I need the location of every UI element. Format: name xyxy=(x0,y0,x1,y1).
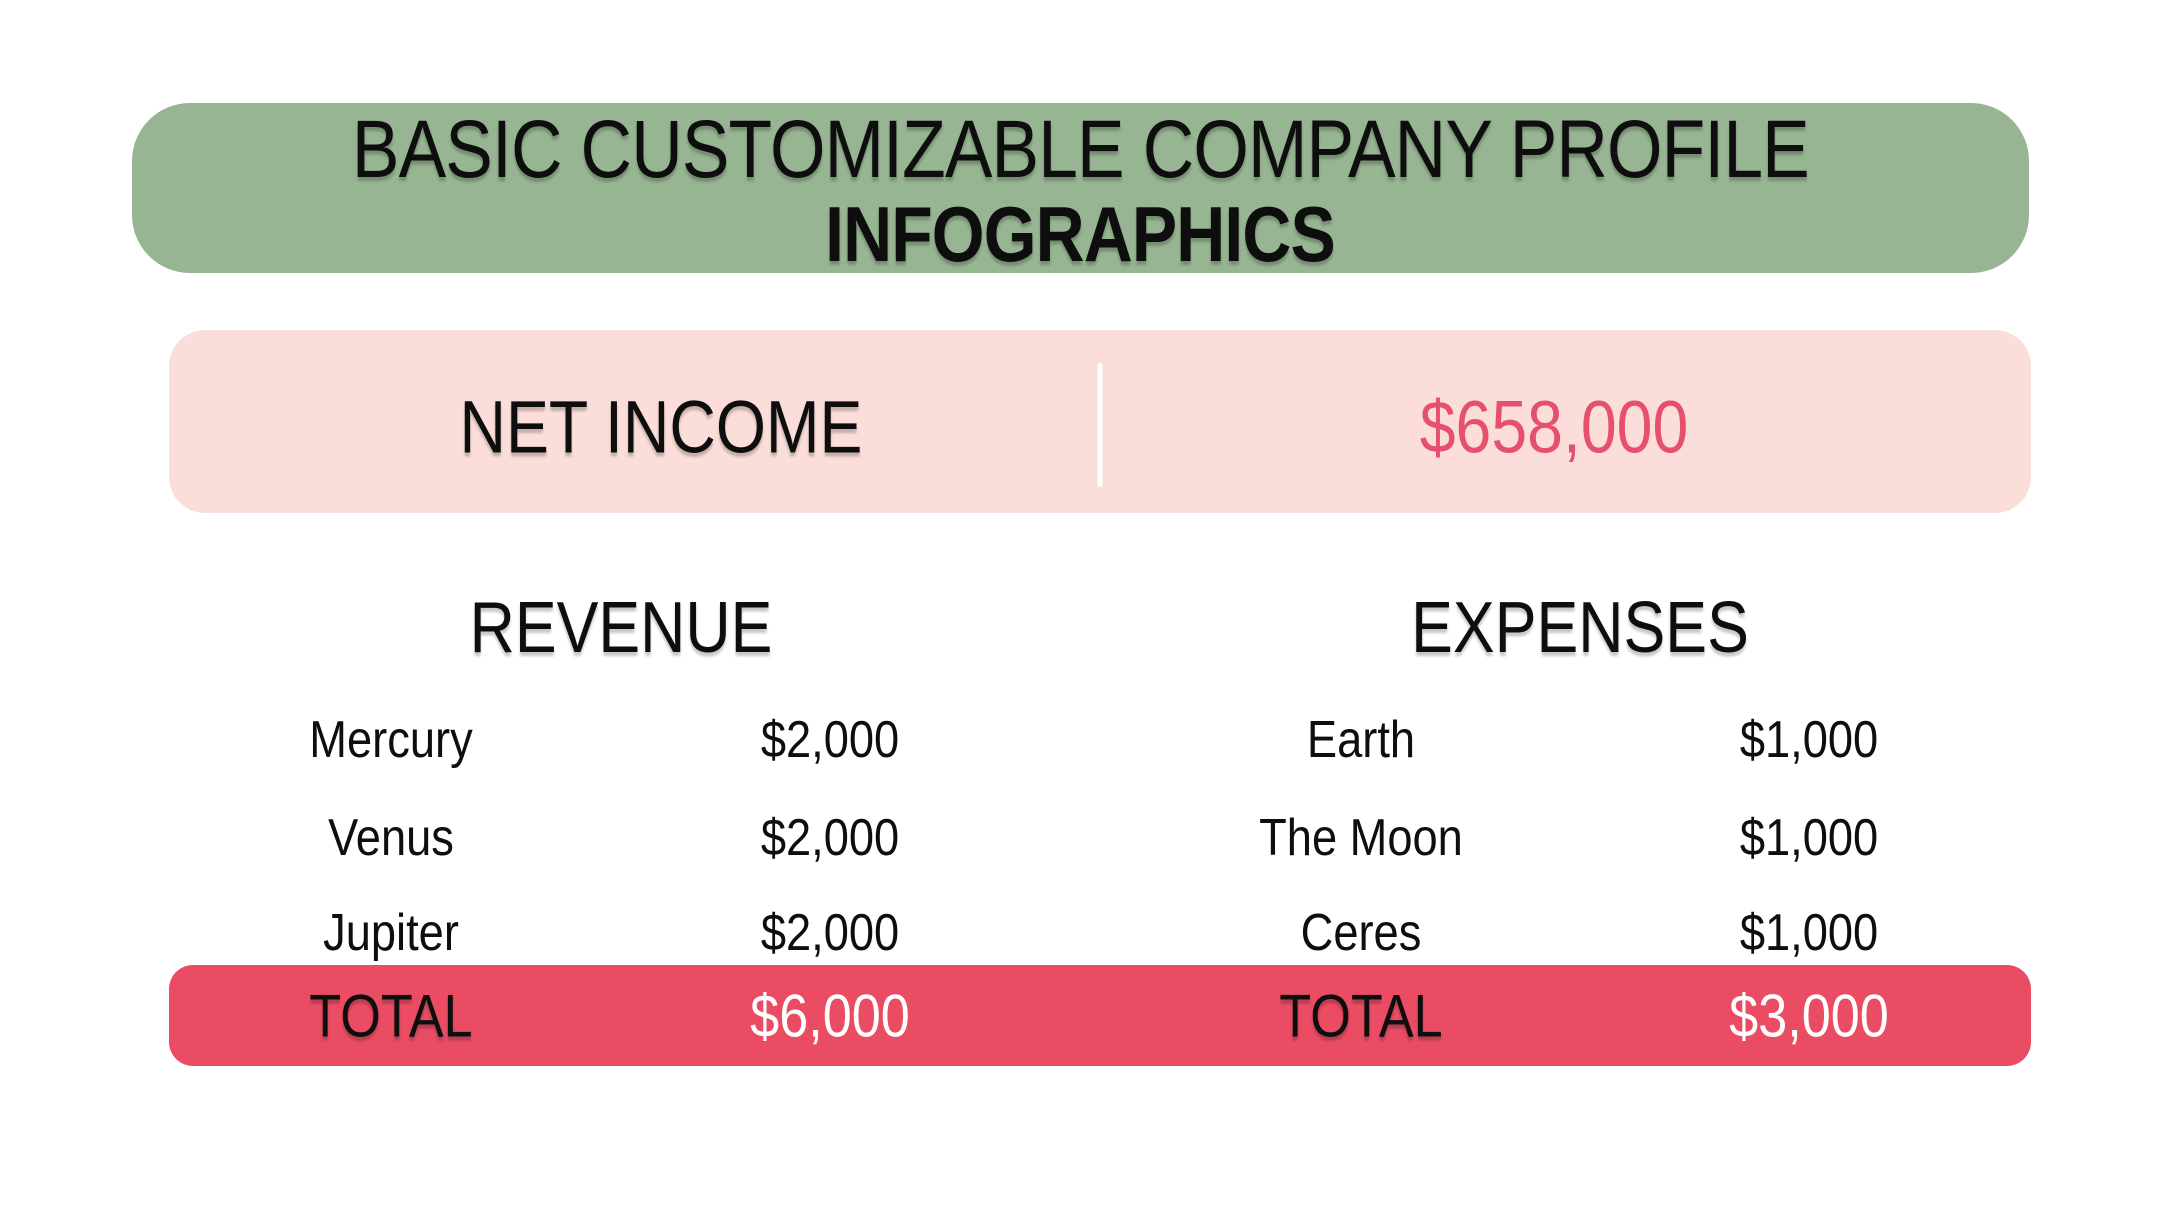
expenses-row-label: Ceres xyxy=(1300,904,1422,962)
page-title-line2: INFOGRAPHICS xyxy=(787,193,1373,275)
revenue-row-label: Mercury xyxy=(308,711,473,769)
expenses-row-value: $1,000 xyxy=(1740,809,1879,867)
revenue-row-value: $2,000 xyxy=(760,809,900,867)
net-income-value-text: $658,000 xyxy=(1420,385,1689,469)
expenses-row-label: The Moon xyxy=(1258,809,1463,867)
revenue-section-title: REVENUE xyxy=(470,588,773,668)
page-title-line2-text: INFOGRAPHICS xyxy=(825,190,1337,278)
vertical-divider xyxy=(1097,363,1103,487)
expenses-section-title: EXPENSES xyxy=(1411,588,1750,668)
page-title-line1: BASIC CUSTOMIZABLE COMPANY PROFILE xyxy=(243,107,1918,193)
table-row: Mercury $2,000 Earth $1,000 xyxy=(169,692,2031,788)
section-titles-row: REVENUE EXPENSES xyxy=(169,588,2031,668)
totals-bar: TOTAL $6,000 TOTAL $3,000 xyxy=(169,965,2031,1066)
revenue-total-value: $6,000 xyxy=(750,982,910,1049)
expenses-total-value: $3,000 xyxy=(1729,982,1890,1049)
revenue-row-value: $2,000 xyxy=(760,711,900,769)
page-title-line1-text: BASIC CUSTOMIZABLE COMPANY PROFILE xyxy=(351,104,1810,195)
net-income-label: NET INCOME xyxy=(429,384,892,469)
net-income-panel: NET INCOME $658,000 xyxy=(169,330,2031,513)
net-income-value: $658,000 xyxy=(1400,384,1709,469)
revenue-row-value: $2,000 xyxy=(760,904,900,962)
table-row: Jupiter $2,000 Ceres $1,000 xyxy=(169,885,2031,981)
expenses-row-value: $1,000 xyxy=(1740,904,1879,962)
expenses-row-label: Earth xyxy=(1306,711,1415,769)
header-banner: BASIC CUSTOMIZABLE COMPANY PROFILE INFOG… xyxy=(132,103,2029,275)
revenue-row-label: Jupiter xyxy=(322,904,459,962)
table-row: Venus $2,000 The Moon $1,000 xyxy=(169,790,2031,886)
revenue-total-label: TOTAL xyxy=(308,982,473,1049)
expenses-total-label: TOTAL xyxy=(1278,982,1443,1049)
expenses-row-value: $1,000 xyxy=(1740,711,1879,769)
revenue-row-label: Venus xyxy=(327,809,454,867)
net-income-label-text: NET INCOME xyxy=(459,385,863,469)
